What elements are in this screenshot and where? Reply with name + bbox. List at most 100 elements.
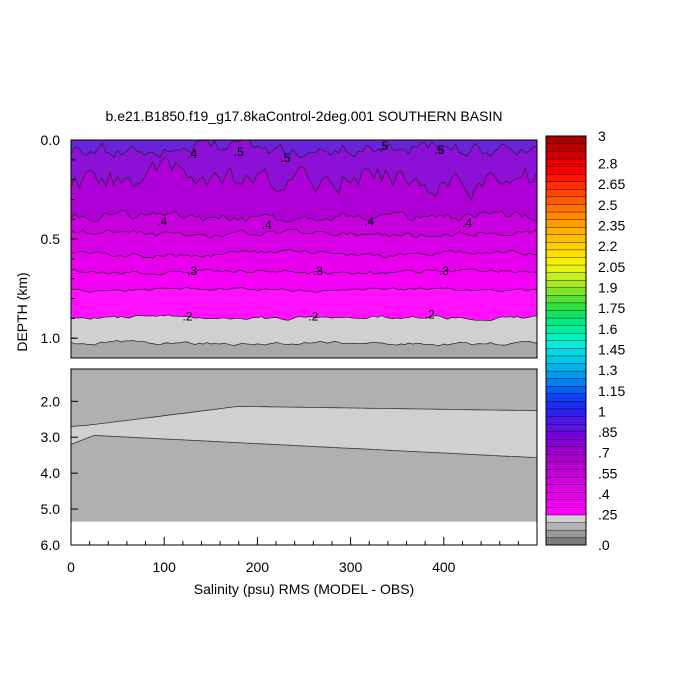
y-tick-label: 2.0 <box>41 393 61 409</box>
colorbar-swatch <box>545 173 587 182</box>
upper-band-9 <box>71 340 537 358</box>
contour-line-3 <box>70 210 538 223</box>
colorbar-swatch <box>545 332 587 342</box>
colorbar-swatch <box>545 340 587 349</box>
contour-label: .3 <box>187 264 197 278</box>
colorbar-swatch <box>545 363 587 372</box>
colorbar-swatch <box>545 272 587 281</box>
colorbar-swatch <box>545 416 587 425</box>
colorbar-label: 2.2 <box>598 238 618 254</box>
colorbar-label: 2.35 <box>598 218 625 234</box>
colorbar-swatch <box>545 423 587 432</box>
y-axis-label: DEPTH (km) <box>14 272 30 351</box>
contour-line-7 <box>70 287 538 293</box>
contour-label: .5 <box>280 151 290 165</box>
colorbar-swatch <box>545 514 587 523</box>
colorbar-swatch <box>545 166 587 175</box>
contour-label: .4 <box>157 214 167 228</box>
colorbar-swatch <box>545 264 587 273</box>
colorbar-swatch <box>545 393 587 402</box>
colorbar-swatch <box>545 317 587 326</box>
colorbar-label: 2.8 <box>598 156 618 172</box>
colorbar-swatch <box>545 302 587 311</box>
colorbar-swatch <box>545 325 587 334</box>
colorbar-label: 1 <box>598 403 606 419</box>
contour-line-1 <box>70 139 538 159</box>
colorbar-labels: .0 .25 .4 .55 .7 .85 1 1.15 1.3 1.45 1.6 1.75 1.9 2.0… <box>598 128 625 553</box>
colorbar-label: .55 <box>598 465 618 481</box>
contour-line-5 <box>70 248 538 259</box>
y-tick-label: 4.0 <box>41 465 61 481</box>
colorbar-label: .7 <box>598 445 610 461</box>
colorbar-swatch <box>545 476 587 485</box>
colorbar-swatch <box>545 461 587 470</box>
upper-band-5 <box>71 249 537 276</box>
colorbar-swatch <box>545 135 587 145</box>
colorbar-swatch <box>545 469 587 478</box>
colorbar-swatch <box>545 491 587 501</box>
contour-line-4 <box>70 228 538 239</box>
contour-label: .2 <box>308 309 318 323</box>
colorbar-label: 1.45 <box>598 341 625 357</box>
contour-label: .4 <box>187 147 197 161</box>
contour-label: .5 <box>234 145 244 159</box>
colorbar-frame <box>545 135 587 546</box>
contour-label: .2 <box>425 307 435 321</box>
lower-y-axis: 2.0 3.0 4.0 5.0 6.0 <box>41 393 78 553</box>
colorbar-swatch <box>545 279 587 288</box>
colorbar-label: 1.75 <box>598 300 625 316</box>
colorbar <box>545 135 587 546</box>
upper-band-1 <box>71 140 537 200</box>
upper-band-3 <box>71 210 537 239</box>
colorbar-label: 2.65 <box>598 176 625 192</box>
upper-band-8 <box>71 314 537 346</box>
upper-band-2 <box>71 157 537 222</box>
x-tick-label: 300 <box>339 559 363 575</box>
contour-line-8 <box>70 314 538 321</box>
colorbar-swatch <box>545 211 587 220</box>
colorbar-swatch <box>545 158 587 167</box>
colorbar-swatch <box>545 150 587 160</box>
colorbar-swatch <box>545 370 587 379</box>
contour-label: .4 <box>262 218 272 232</box>
y-tick-label: 0.0 <box>41 132 61 148</box>
contour-label: .5 <box>378 139 388 153</box>
lower-panel: 2.0 3.0 4.0 5.0 6.0 <box>41 368 538 553</box>
x-tick-label: 400 <box>432 559 456 575</box>
x-tick-label: 100 <box>153 559 177 575</box>
contour-label: .3 <box>313 264 323 278</box>
colorbar-swatch <box>545 400 587 410</box>
colorbar-swatch <box>545 522 587 531</box>
upper-panel-bands <box>71 140 537 358</box>
contour-label: .4 <box>462 216 472 230</box>
colorbar-swatch <box>545 446 587 455</box>
x-axis: 0 100 200 300 400 <box>67 537 519 575</box>
x-tick-label: 200 <box>246 559 270 575</box>
colorbar-swatch <box>545 431 587 440</box>
upper-panel: .4 .5 .5 .5 .5 .4 .4 .4 .4 .3 .3 .3 .2 .2 .2 0.0 0.5 1.0 <box>41 132 538 359</box>
colorbar-label: .85 <box>598 424 618 440</box>
upper-panel-contour-lines <box>70 139 538 346</box>
colorbar-swatch <box>545 378 587 387</box>
contour-label: .4 <box>364 214 374 228</box>
lower-panel-frame <box>70 368 538 546</box>
colorbar-label: 2.5 <box>598 197 618 213</box>
colorbar-label: 1.9 <box>598 279 618 295</box>
contour-line-9 <box>70 340 538 346</box>
colorbar-swatch <box>545 408 587 417</box>
y-tick-label: 6.0 <box>41 537 61 553</box>
colorbar-swatch <box>545 143 587 152</box>
colorbar-swatch <box>545 537 587 546</box>
colorbar-label: 1.15 <box>598 383 625 399</box>
colorbar-swatch <box>545 438 587 448</box>
upper-panel-contour-labels: .4 .5 .5 .5 .5 .4 .4 .4 .4 .3 .3 .3 .2 .2 .2 <box>157 139 472 323</box>
colorbar-swatch <box>545 181 587 190</box>
colorbar-swatch <box>545 226 587 235</box>
colorbar-swatch <box>545 484 587 493</box>
colorbar-swatch <box>545 453 587 463</box>
y-tick-label: 1.0 <box>41 330 61 346</box>
colorbar-label: 3 <box>598 128 606 144</box>
x-tick-label: 0 <box>67 559 75 575</box>
colorbar-swatch <box>545 196 587 205</box>
